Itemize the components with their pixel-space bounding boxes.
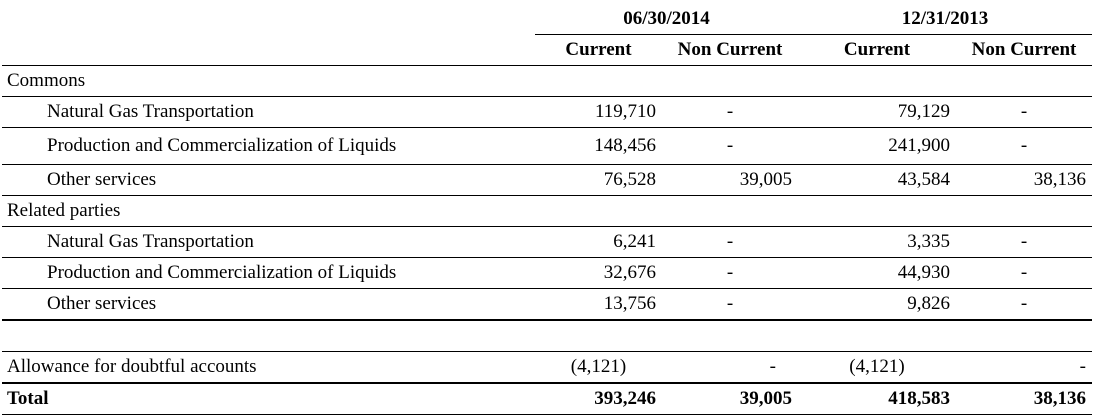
total-label: Total: [2, 383, 535, 415]
value-cell: 44,930: [798, 257, 956, 289]
receivables-table: 06/30/2014 12/31/2013 Current Non Curren…: [2, 4, 1092, 415]
total-value-cell: 393,246: [535, 383, 662, 415]
period-1-date: 06/30/2014: [535, 4, 798, 35]
header-date-row: 06/30/2014 12/31/2013: [2, 4, 1092, 35]
row-label: Natural Gas Transportation: [2, 226, 535, 258]
table-row: Natural Gas Transportation 6,241 - 3,335…: [2, 226, 1092, 258]
value-cell: -: [662, 226, 798, 258]
row-label: Natural Gas Transportation: [2, 96, 535, 128]
period-1-current-header: Current: [535, 34, 662, 66]
value-cell: -: [956, 226, 1092, 258]
value-cell: 6,241: [535, 226, 662, 258]
total-value-cell: 38,136: [956, 383, 1092, 415]
row-label: Production and Commercialization of Liqu…: [2, 127, 535, 165]
value-cell: -: [956, 288, 1092, 321]
period-1-noncurrent-header: Non Current: [662, 34, 798, 66]
row-label: Production and Commercialization of Liqu…: [2, 257, 535, 289]
section-label-commons: Commons: [2, 65, 535, 97]
table-row: Other services 76,528 39,005 43,584 38,1…: [2, 164, 1092, 196]
value-cell: -: [956, 127, 1092, 165]
value-cell: -: [662, 288, 798, 321]
value-cell: (4,121): [798, 351, 956, 384]
value-cell: -: [662, 96, 798, 128]
total-row: Total 393,246 39,005 418,583 38,136: [2, 383, 1092, 415]
value-cell: 119,710: [535, 96, 662, 128]
value-cell: 241,900: [798, 127, 956, 165]
value-cell: 43,584: [798, 164, 956, 196]
value-cell: 13,756: [535, 288, 662, 321]
spacer-row: [2, 320, 1092, 352]
row-label: Other services: [2, 164, 535, 196]
value-cell: 39,005: [662, 164, 798, 196]
value-cell: 79,129: [798, 96, 956, 128]
allowance-label: Allowance for doubtful accounts: [2, 351, 535, 384]
value-cell: 38,136: [956, 164, 1092, 196]
section-row-commons: Commons: [2, 65, 1092, 97]
value-cell: -: [662, 351, 798, 384]
period-2-noncurrent-header: Non Current: [956, 34, 1092, 66]
row-label: Other services: [2, 288, 535, 321]
header-column-row: Current Non Current Current Non Current: [2, 34, 1092, 66]
receivables-table-container: 06/30/2014 12/31/2013 Current Non Curren…: [2, 4, 1092, 415]
value-cell: 148,456: [535, 127, 662, 165]
value-cell: 9,826: [798, 288, 956, 321]
header-blank: [2, 4, 535, 35]
total-value-cell: 418,583: [798, 383, 956, 415]
total-value-cell: 39,005: [662, 383, 798, 415]
value-cell: -: [662, 257, 798, 289]
value-cell: -: [956, 257, 1092, 289]
value-cell: -: [956, 96, 1092, 128]
header-label-blank: [2, 34, 535, 66]
value-cell: (4,121): [535, 351, 662, 384]
allowance-row: Allowance for doubtful accounts (4,121) …: [2, 351, 1092, 384]
period-2-current-header: Current: [798, 34, 956, 66]
table-row: Production and Commercialization of Liqu…: [2, 127, 1092, 165]
period-2-date: 12/31/2013: [798, 4, 1092, 35]
table-row: Natural Gas Transportation 119,710 - 79,…: [2, 96, 1092, 128]
value-cell: 32,676: [535, 257, 662, 289]
table-row: Production and Commercialization of Liqu…: [2, 257, 1092, 289]
table-row: Other services 13,756 - 9,826 -: [2, 288, 1092, 321]
section-row-related: Related parties: [2, 195, 1092, 227]
value-cell: 76,528: [535, 164, 662, 196]
value-cell: -: [662, 127, 798, 165]
value-cell: 3,335: [798, 226, 956, 258]
value-cell: -: [956, 351, 1092, 384]
section-label-related: Related parties: [2, 195, 535, 227]
